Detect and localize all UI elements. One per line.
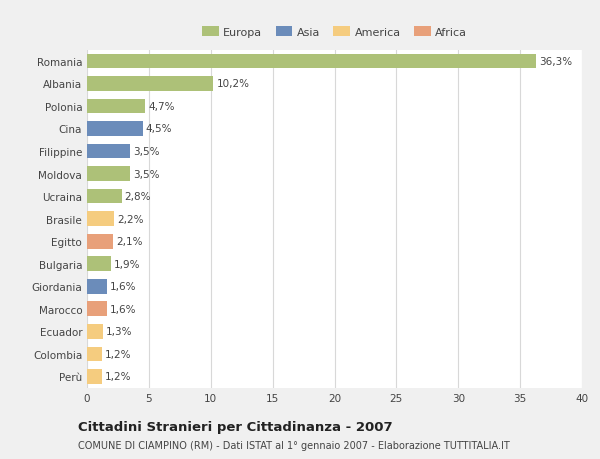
Text: 4,5%: 4,5% bbox=[146, 124, 172, 134]
Text: 1,2%: 1,2% bbox=[105, 372, 131, 381]
Bar bbox=[87, 145, 130, 159]
Bar bbox=[87, 55, 536, 69]
Text: 4,7%: 4,7% bbox=[148, 102, 175, 112]
Bar bbox=[87, 302, 107, 316]
Text: 1,2%: 1,2% bbox=[105, 349, 131, 359]
Bar bbox=[87, 77, 213, 91]
Text: 1,9%: 1,9% bbox=[113, 259, 140, 269]
Text: 3,5%: 3,5% bbox=[133, 147, 160, 157]
Bar bbox=[87, 212, 114, 226]
Text: COMUNE DI CIAMPINO (RM) - Dati ISTAT al 1° gennaio 2007 - Elaborazione TUTTITALI: COMUNE DI CIAMPINO (RM) - Dati ISTAT al … bbox=[78, 440, 510, 450]
Text: 1,6%: 1,6% bbox=[110, 282, 136, 291]
Text: 36,3%: 36,3% bbox=[539, 57, 572, 67]
Bar bbox=[87, 235, 113, 249]
Text: 1,6%: 1,6% bbox=[110, 304, 136, 314]
Bar bbox=[87, 347, 102, 361]
Bar bbox=[87, 167, 130, 181]
Bar bbox=[87, 369, 102, 384]
Bar bbox=[87, 100, 145, 114]
Text: 1,3%: 1,3% bbox=[106, 327, 133, 336]
Bar bbox=[87, 190, 122, 204]
Text: 3,5%: 3,5% bbox=[133, 169, 160, 179]
Text: 2,1%: 2,1% bbox=[116, 237, 143, 246]
Text: Cittadini Stranieri per Cittadinanza - 2007: Cittadini Stranieri per Cittadinanza - 2… bbox=[78, 420, 392, 433]
Bar bbox=[87, 325, 103, 339]
Text: 2,2%: 2,2% bbox=[118, 214, 144, 224]
Bar bbox=[87, 280, 107, 294]
Bar bbox=[87, 257, 110, 271]
Bar bbox=[87, 122, 143, 136]
Text: 2,8%: 2,8% bbox=[125, 192, 151, 202]
Text: 10,2%: 10,2% bbox=[217, 79, 250, 89]
Legend: Europa, Asia, America, Africa: Europa, Asia, America, Africa bbox=[197, 22, 472, 42]
